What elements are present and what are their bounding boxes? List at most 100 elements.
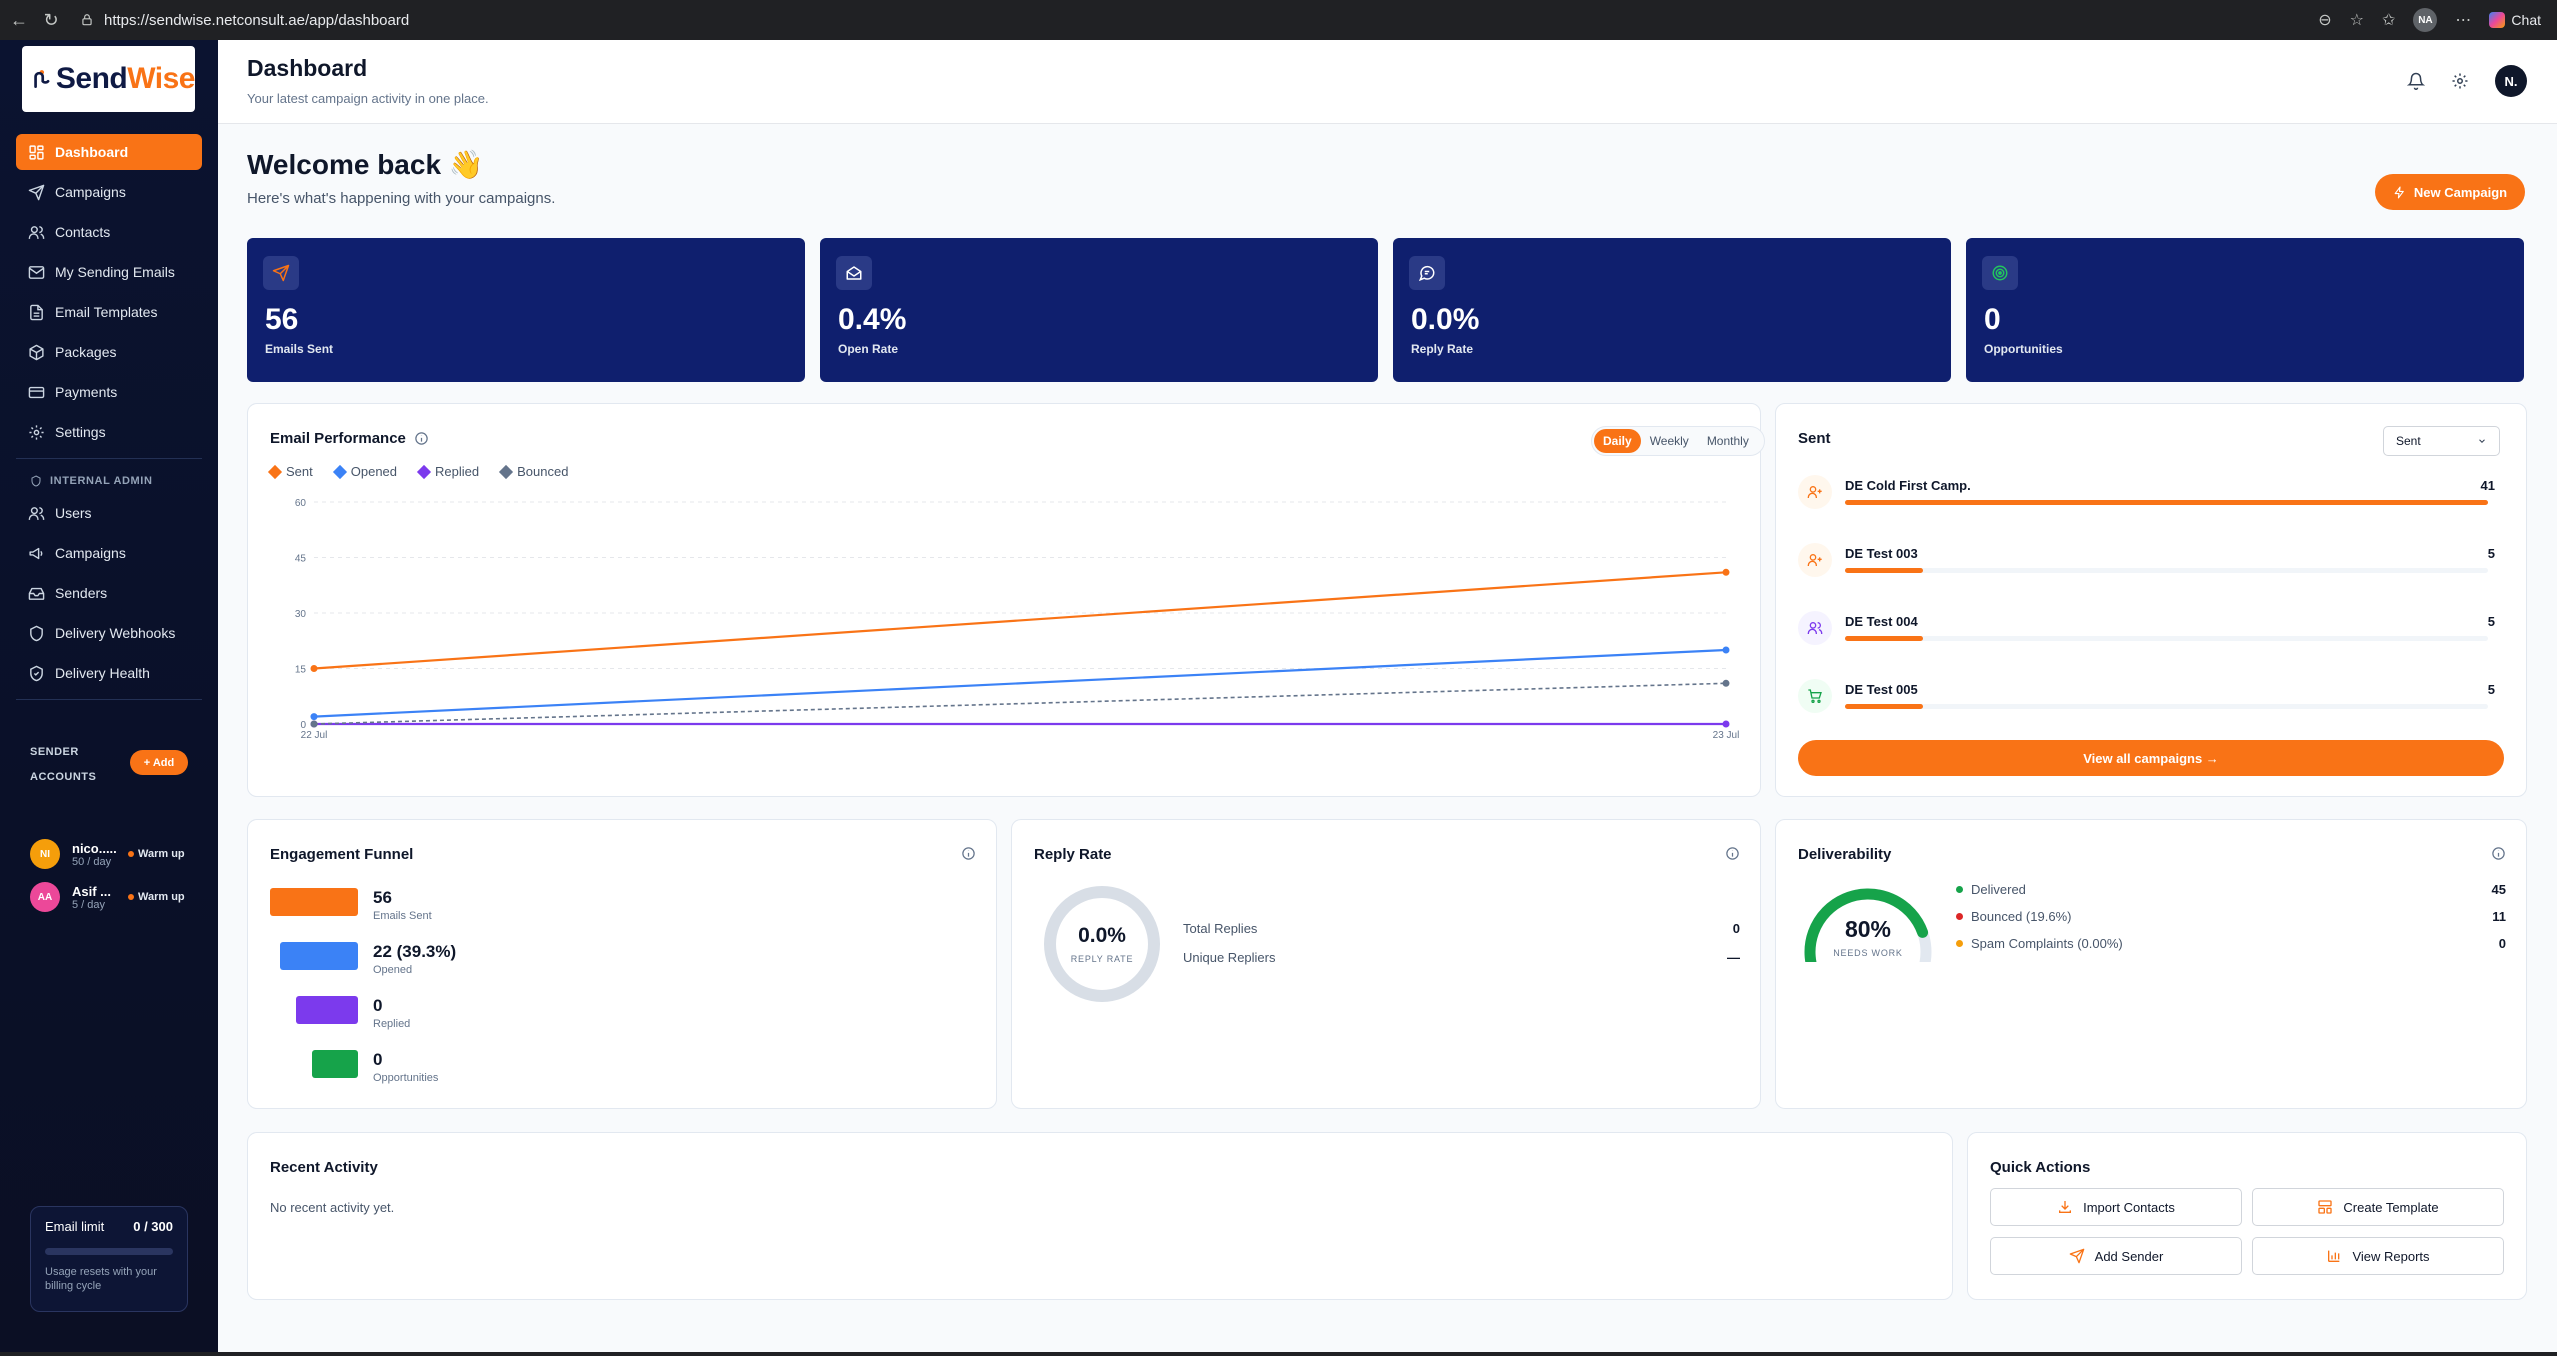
sender-account-row[interactable]: NI nico..... 50 / day Warm up xyxy=(30,836,200,872)
tab-daily[interactable]: Daily xyxy=(1594,429,1641,453)
view-all-campaigns-button[interactable]: View all campaigns → xyxy=(1798,740,2504,776)
sidebar-item-settings[interactable]: Settings xyxy=(16,414,202,450)
data-point-opened[interactable] xyxy=(310,713,318,721)
sidebar-item-delivery-webhooks[interactable]: Delivery Webhooks xyxy=(16,615,202,651)
empty-state-text: No recent activity yet. xyxy=(270,1200,395,1215)
campaign-row[interactable]: DE Cold First Camp. 41 xyxy=(1798,475,2503,525)
chat-button[interactable]: Chat xyxy=(2489,12,2541,28)
sidebar-item-label: Contacts xyxy=(55,224,111,240)
x-tick-label: 22 Jul xyxy=(301,730,328,741)
sidebar-item-dashboard[interactable]: Dashboard xyxy=(16,134,202,170)
back-icon[interactable]: ← xyxy=(10,9,28,30)
users-icon xyxy=(28,225,45,239)
info-icon[interactable] xyxy=(961,846,976,861)
y-tick-label: 45 xyxy=(295,554,307,565)
bounced-row: Bounced (19.6%) xyxy=(1956,909,2071,924)
package-icon xyxy=(29,344,44,360)
campaign-progress xyxy=(1845,636,2488,641)
bolt-icon xyxy=(2394,186,2404,198)
add-sender-button[interactable]: + Add xyxy=(130,750,188,775)
tab-monthly[interactable]: Monthly xyxy=(1706,434,1749,448)
card-title: Sent xyxy=(1798,430,1831,447)
data-point-opened[interactable] xyxy=(1722,646,1730,654)
page-title: Dashboard xyxy=(247,55,368,81)
sidebar-item-email-templates[interactable]: Email Templates xyxy=(16,294,202,330)
sidebar-item-senders[interactable]: Senders xyxy=(16,575,202,611)
select-value: Sent xyxy=(2396,434,2421,448)
x-tick-label: 23 Jul xyxy=(1713,730,1740,741)
period-toggle: Daily Weekly Monthly xyxy=(1591,426,1765,456)
cart-icon xyxy=(1798,679,1832,713)
sidebar-item-users[interactable]: Users xyxy=(16,495,202,531)
gear-icon[interactable] xyxy=(2451,72,2469,90)
data-point-sent[interactable] xyxy=(310,665,318,672)
campaign-row[interactable]: DE Test 005 5 xyxy=(1798,679,2503,729)
y-tick-label: 0 xyxy=(300,720,306,731)
more-icon[interactable]: ⋯ xyxy=(2455,12,2472,29)
card-title: Email Performance xyxy=(270,430,406,447)
address-bar[interactable]: https://sendwise.netconsult.ae/app/dashb… xyxy=(80,12,409,29)
y-tick-label: 30 xyxy=(295,609,307,620)
profile-badge[interactable]: NA xyxy=(2413,8,2438,32)
shield-icon xyxy=(30,625,43,641)
reload-icon[interactable]: ↻ xyxy=(43,9,59,30)
view-reports-button[interactable]: View Reports xyxy=(2252,1237,2504,1275)
sidebar-item-campaigns[interactable]: Campaigns xyxy=(16,174,202,210)
sidebar-item-label: Senders xyxy=(55,585,108,601)
user-avatar[interactable]: N. xyxy=(2495,65,2527,97)
sidebar-item-sending-emails[interactable]: My Sending Emails xyxy=(16,254,202,290)
legend-item-bounced[interactable]: Bounced xyxy=(499,464,568,479)
info-icon[interactable] xyxy=(2491,846,2506,861)
new-campaign-button[interactable]: New Campaign xyxy=(2375,174,2525,210)
import-contacts-button[interactable]: Import Contacts xyxy=(1990,1188,2242,1226)
sidebar-item-label: Campaigns xyxy=(55,184,126,200)
data-point-bounced[interactable] xyxy=(1722,679,1730,687)
shield-icon xyxy=(31,475,41,487)
mail-icon xyxy=(28,265,45,279)
url-text[interactable]: https://sendwise.netconsult.ae/app/dashb… xyxy=(104,11,410,29)
gear-icon xyxy=(29,424,44,440)
sidebar-item-payments[interactable]: Payments xyxy=(16,374,202,410)
tab-weekly[interactable]: Weekly xyxy=(1649,434,1689,448)
star-icon[interactable]: ☆ xyxy=(2349,12,2365,29)
copilot-icon xyxy=(2489,12,2506,28)
sidebar: SendWise Dashboard Campaigns Contacts My… xyxy=(0,40,218,1352)
legend-item-opened[interactable]: Opened xyxy=(332,464,397,479)
brand-logo[interactable]: SendWise xyxy=(22,46,195,112)
sent-campaigns-card: Sent Sent DE Cold First Camp. 41 DE Test 0… xyxy=(1775,403,2527,797)
stat-card-reply-rate: 0.0% Reply Rate xyxy=(1393,238,1951,382)
data-point-bounced[interactable] xyxy=(310,720,318,728)
delivered-label: Delivered xyxy=(1971,882,2026,897)
info-icon[interactable] xyxy=(414,431,429,446)
stat-label: Reply Rate xyxy=(1411,342,1474,356)
zoom-icon[interactable]: ⊖ xyxy=(2318,12,2332,29)
delivered-row: Delivered xyxy=(1956,882,2026,897)
sender-account-row[interactable]: AA Asif ... 5 / day Warm up xyxy=(30,879,200,915)
button-label: Create Template xyxy=(2343,1199,2439,1215)
sidebar-item-label: Packages xyxy=(55,344,117,360)
spam-value: 0 xyxy=(2498,936,2506,951)
stat-card-open-rate: 0.4% Open Rate xyxy=(820,238,1378,382)
create-template-button[interactable]: Create Template xyxy=(2252,1188,2504,1226)
sidebar-item-contacts[interactable]: Contacts xyxy=(16,214,202,250)
add-sender-quick-button[interactable]: Add Sender xyxy=(1990,1237,2242,1275)
campaign-row[interactable]: DE Test 003 5 xyxy=(1798,543,2503,593)
favorites-icon[interactable]: ✩ xyxy=(2382,12,2396,29)
legend-item-replied[interactable]: Replied xyxy=(416,464,479,479)
legend-item-sent[interactable]: Sent xyxy=(267,464,313,479)
bell-icon[interactable] xyxy=(2407,72,2425,90)
metric-select[interactable]: Sent xyxy=(2383,426,2500,456)
data-point-replied[interactable] xyxy=(1722,720,1730,728)
sidebar-item-packages[interactable]: Packages xyxy=(16,334,202,370)
user-plus-icon xyxy=(1798,543,1832,577)
sidebar-item-admin-campaigns[interactable]: Campaigns xyxy=(16,535,202,571)
email-performance-card: Email Performance Daily Weekly Monthly S… xyxy=(247,403,1765,797)
email-limit-progress xyxy=(45,1248,173,1255)
recent-activity-card: Recent Activity No recent activity yet. xyxy=(247,1132,1953,1300)
info-icon[interactable] xyxy=(1725,846,1740,861)
sidebar-item-delivery-health[interactable]: Delivery Health xyxy=(16,655,202,691)
funnel-value: 22 (39.3%) xyxy=(373,942,457,961)
campaign-row[interactable]: DE Test 004 5 xyxy=(1798,611,2503,661)
site-info-icon[interactable] xyxy=(80,13,94,27)
data-point-sent[interactable] xyxy=(1722,568,1730,576)
